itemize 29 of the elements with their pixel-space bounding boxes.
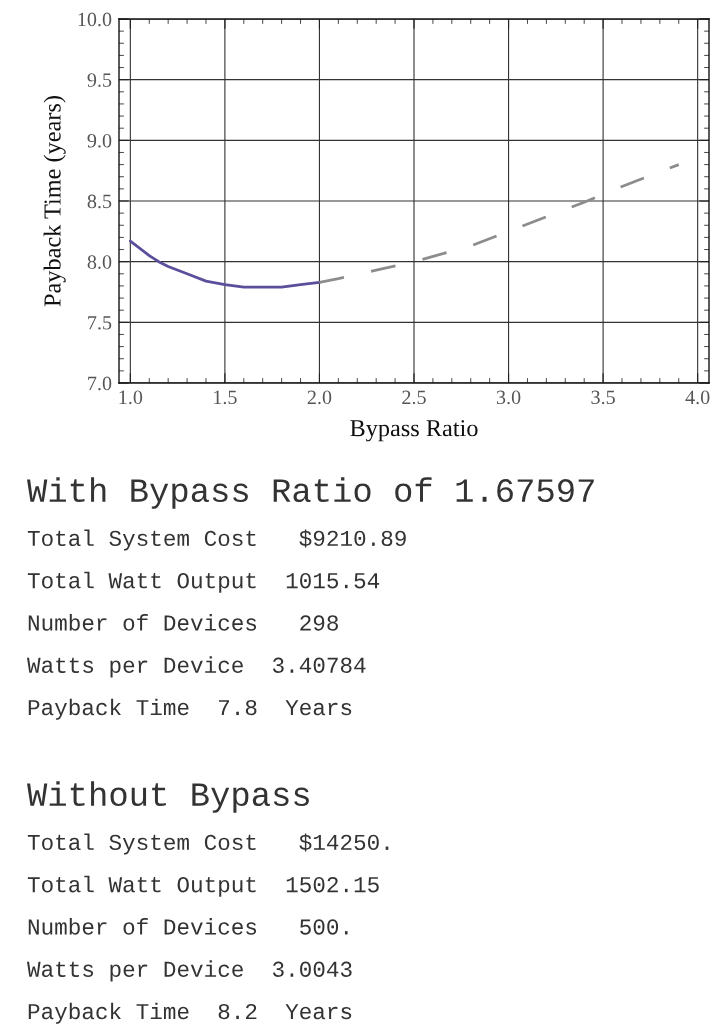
text: With Bypass Ratio of 1.67597 (27, 477, 594, 509)
x-tick-label: 4.0 (685, 390, 710, 405)
y-tick-label: 10.0 (78, 12, 112, 27)
text: Total Watt Output 1015.54 (27, 571, 380, 593)
text: Total Watt Output 1502.15 (27, 875, 379, 897)
text: Number of Devices 500. (28, 918, 348, 935)
text: Payback Time 8.2 Years (28, 1002, 352, 1024)
y-tick-label: 9.0 (87, 133, 112, 148)
x-tick-label: 1.5 (214, 390, 237, 405)
text: Watts per Device 3.0043 (27, 960, 352, 982)
y-tick-label: 8.0 (87, 255, 112, 269)
y-tick-label: 9.5 (87, 73, 112, 87)
y-tick-label: 8.5 (87, 194, 112, 209)
y-axis-title: Payback Time (years) (43, 96, 66, 307)
line-series (128, 239, 321, 289)
text: Without Bypass (27, 781, 309, 813)
text: Payback Time 7.8 Years (28, 698, 352, 720)
x-tick-label: 3.5 (591, 390, 615, 405)
x-tick-label: 2.0 (307, 390, 332, 405)
y-tick-label: 7.5 (88, 316, 112, 330)
y-tick-label: 7.0 (88, 376, 112, 391)
x-tick-label: 3.0 (496, 390, 521, 405)
text: Total System Cost $9210.89 (27, 529, 406, 551)
text: Total System Cost $14250. (27, 833, 389, 855)
x-tick-label: 1.0 (119, 390, 143, 405)
x-axis-title: Bypass Ratio (350, 420, 478, 442)
text: Watts per Device 3.40784 (27, 656, 366, 678)
x-tick-label: 2.5 (402, 390, 426, 405)
text: Number of Devices 298 (28, 614, 338, 631)
